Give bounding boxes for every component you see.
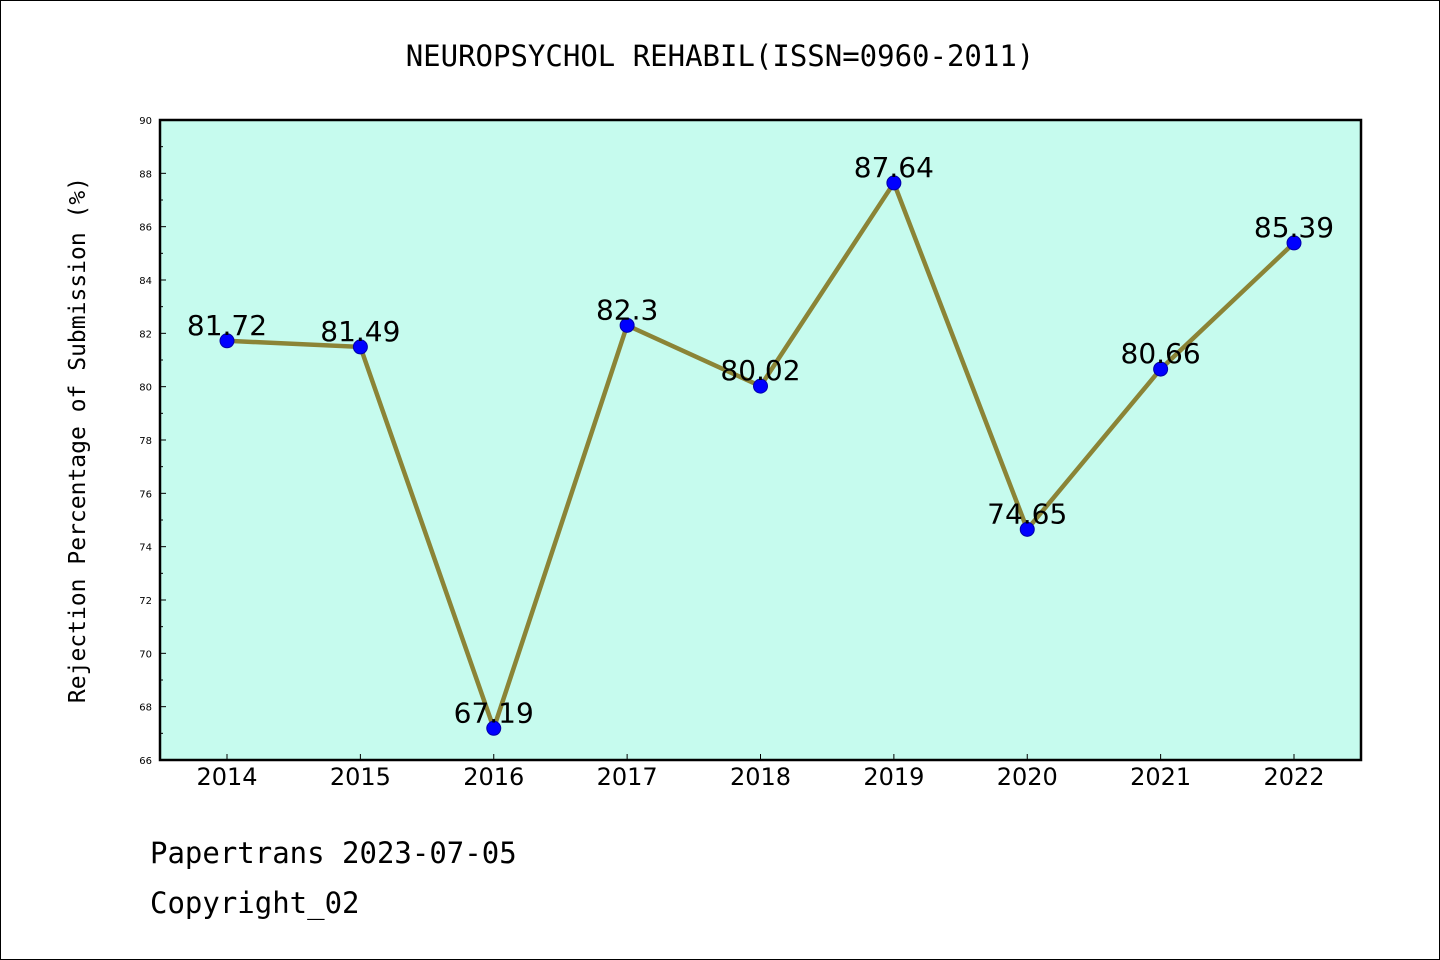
- x-tick-label: 2018: [730, 763, 791, 791]
- y-tick-label: 66: [139, 756, 152, 767]
- data-label: 80.66: [1121, 337, 1201, 370]
- data-markers: [219, 175, 1302, 736]
- y-tick-label: 82: [139, 329, 152, 340]
- y-tick-label: 84: [139, 276, 152, 287]
- x-tick-label: 2022: [1263, 763, 1324, 791]
- x-tick-label: 2016: [463, 763, 524, 791]
- plot-border: [158, 118, 1363, 762]
- y-tick-label: 86: [139, 223, 152, 234]
- footer-copyright: Copyright_02: [150, 886, 360, 920]
- y-axis-label: Rejection Percentage of Submission (%): [65, 177, 91, 703]
- data-label: 82.3: [596, 293, 658, 326]
- x-tick-label: 2021: [1130, 763, 1191, 791]
- data-label: 80.02: [720, 354, 800, 387]
- y-tick-label: 78: [139, 436, 152, 447]
- data-label: 81.49: [320, 315, 400, 348]
- data-label: 87.64: [854, 151, 934, 184]
- y-tick-label: 68: [139, 703, 152, 714]
- y-tick-label: 72: [139, 596, 152, 607]
- data-point: [1019, 521, 1035, 537]
- y-tick-label: 70: [139, 649, 152, 660]
- data-point: [619, 317, 635, 333]
- y-tick-label: 88: [139, 169, 152, 180]
- data-label: 85.39: [1254, 211, 1334, 244]
- footer-date: Papertrans 2023-07-05: [150, 836, 517, 870]
- y-tick-label: 76: [139, 489, 152, 500]
- plot-area: [160, 120, 1361, 760]
- data-point: [486, 720, 502, 736]
- x-tick-label: 2020: [997, 763, 1058, 791]
- data-label: 67.19: [454, 696, 534, 729]
- x-tick-label: 2019: [863, 763, 924, 791]
- data-labels: 81.72 81.49 67.19 82.3 80.02 87.64 74.65 80.66 8…: [187, 151, 1334, 729]
- data-point: [219, 333, 235, 349]
- chart-title: NEUROPSYCHOL REHABIL(ISSN=0960-2011): [406, 39, 1035, 73]
- x-tick-label: 2017: [597, 763, 658, 791]
- x-tick-label: 2014: [196, 763, 257, 791]
- data-point: [1153, 361, 1169, 377]
- y-tick-label: 74: [139, 543, 152, 554]
- data-label: 74.65: [987, 497, 1067, 530]
- data-point: [1286, 235, 1302, 251]
- x-tick-label: 2015: [330, 763, 391, 791]
- data-point: [886, 175, 902, 191]
- y-tick-label: 90: [139, 116, 152, 127]
- data-point: [753, 378, 768, 394]
- data-point: [352, 339, 368, 355]
- x-axis: 2014 2015 2016 2017 2018 2019 2020 2021 2022: [196, 754, 1325, 791]
- data-label: 81.72: [187, 309, 267, 342]
- y-tick-label: 80: [139, 383, 152, 394]
